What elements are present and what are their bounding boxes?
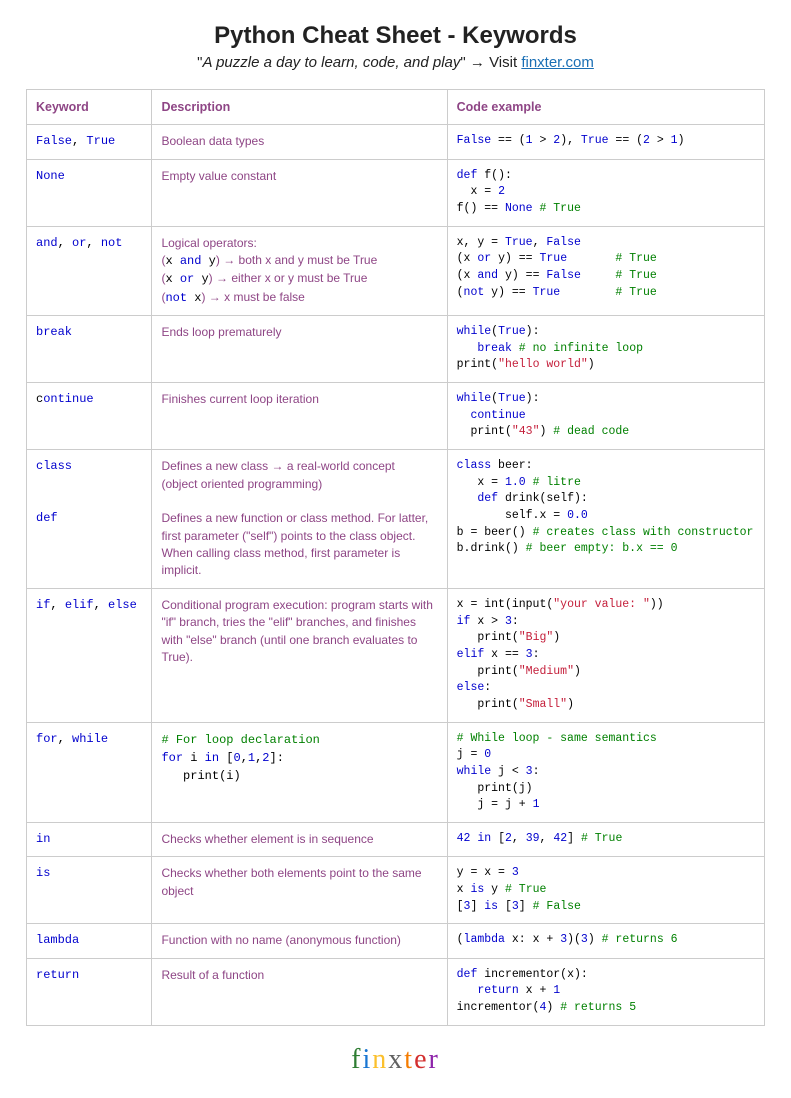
keywords-table: Keyword Description Code example False, … [26,89,765,1026]
description-cell: # For loop declaration for i in [0,1,2]:… [152,722,447,822]
description-cell: Checks whether element is in sequence [152,822,447,856]
code-cell: # While loop - same semantics j = 0 whil… [447,722,764,822]
keyword-cell: if, elif, else [27,588,152,722]
table-row: lambdaFunction with no name (anonymous f… [27,924,765,958]
table-row: isChecks whether both elements point to … [27,857,765,924]
keyword-cell: continue [27,383,152,450]
header-keyword: Keyword [27,90,152,125]
table-row: and, or, notLogical operators:(x and y) … [27,226,765,316]
subtitle-visit: Visit [489,54,517,71]
keyword-cell: break [27,316,152,383]
logo-letter: r [429,1044,440,1076]
description-cell: Function with no name (anonymous functio… [152,924,447,958]
header-description: Description [152,90,447,125]
description-cell: Defines a new class → a real-world conce… [152,450,447,589]
table-row: NoneEmpty value constantdef f(): x = 2 f… [27,159,765,226]
logo-letter: e [414,1044,428,1076]
table-header-row: Keyword Description Code example [27,90,765,125]
keyword-cell: and, or, not [27,226,152,316]
description-cell: Empty value constant [152,159,447,226]
table-row: breakEnds loop prematurelywhile(True): b… [27,316,765,383]
table-row: if, elif, elseConditional program execut… [27,588,765,722]
keyword-cell: return [27,958,152,1025]
code-cell: False == (1 > 2), True == (2 > 1) [447,125,764,159]
code-cell: def f(): x = 2 f() == None # True [447,159,764,226]
table-row: returnResult of a functiondef incremento… [27,958,765,1025]
keyword-cell: False, True [27,125,152,159]
description-cell: Result of a function [152,958,447,1025]
keyword-cell: for, while [27,722,152,822]
finxter-logo: finxter [26,1044,765,1076]
description-cell: Finishes current loop iteration [152,383,447,450]
page-title: Python Cheat Sheet - Keywords [26,22,765,50]
header-code: Code example [447,90,764,125]
code-cell: (lambda x: x + 3)(3) # returns 6 [447,924,764,958]
logo-letter: n [372,1044,388,1076]
table-row: inChecks whether element is in sequence4… [27,822,765,856]
keyword-cell: None [27,159,152,226]
keyword-cell: lambda [27,924,152,958]
table-row: classdefDefines a new class → a real-wor… [27,450,765,589]
code-cell: while(True): continue print("43") # dead… [447,383,764,450]
code-cell: y = x = 3 x is y # True [3] is [3] # Fal… [447,857,764,924]
keyword-cell: in [27,822,152,856]
logo-letter: f [351,1044,362,1076]
code-cell: class beer: x = 1.0 # litre def drink(se… [447,450,764,589]
description-cell: Logical operators:(x and y) → both x and… [152,226,447,316]
description-cell: Checks whether both elements point to th… [152,857,447,924]
keyword-cell: classdef [27,450,152,589]
code-cell: while(True): break # no infinite loop pr… [447,316,764,383]
logo-letter: i [363,1044,373,1076]
description-cell: Ends loop prematurely [152,316,447,383]
description-cell: Conditional program execution: program s… [152,588,447,722]
page-subtitle: "A puzzle a day to learn, code, and play… [26,54,765,71]
code-cell: 42 in [2, 39, 42] # True [447,822,764,856]
keyword-cell: is [27,857,152,924]
description-cell: Boolean data types [152,125,447,159]
logo-letter: t [404,1044,414,1076]
code-cell: x = int(input("your value: ")) if x > 3:… [447,588,764,722]
table-row: False, TrueBoolean data typesFalse == (1… [27,125,765,159]
subtitle-link[interactable]: finxter.com [521,54,594,71]
table-row: continueFinishes current loop iterationw… [27,383,765,450]
code-cell: def incrementor(x): return x + 1 increme… [447,958,764,1025]
subtitle-quote: A puzzle a day to learn, code, and play [202,54,460,71]
subtitle-arrow: → [470,54,485,71]
code-cell: x, y = True, False (x or y) == True # Tr… [447,226,764,316]
logo-letter: x [388,1044,404,1076]
table-row: for, while# For loop declaration for i i… [27,722,765,822]
